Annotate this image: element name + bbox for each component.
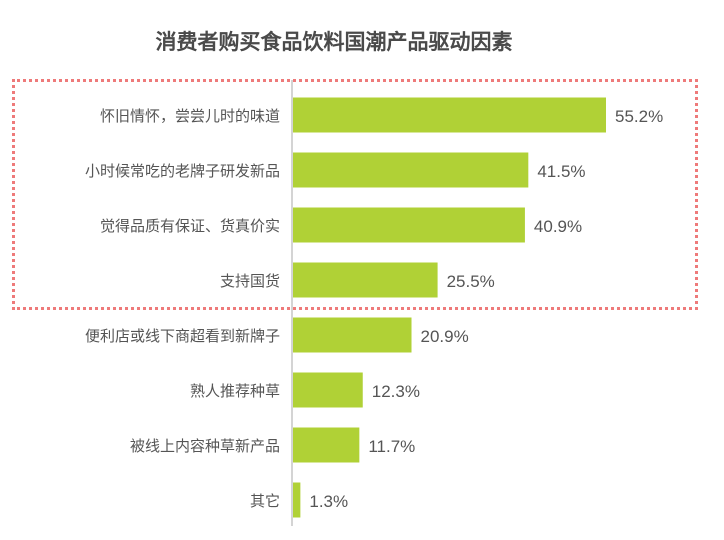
bar	[293, 97, 606, 133]
chart-title-text: 消费者购买食品饮料国潮产品驱动因素	[155, 30, 513, 54]
value-label: 40.9%	[534, 217, 582, 236]
value-label: 11.7%	[368, 437, 415, 456]
value-label: 20.9%	[421, 327, 469, 346]
value-label: 1.3%	[309, 492, 348, 511]
bar	[293, 427, 360, 463]
bar	[293, 207, 525, 243]
bar	[293, 372, 363, 408]
chart-title: 消费者购买食品饮料国潮产品驱动因素	[0, 26, 724, 56]
highlight-box	[12, 79, 698, 310]
bar	[293, 152, 529, 188]
category-label: 便利店或线下商超看到新牌子	[85, 327, 280, 345]
value-label: 41.5%	[537, 162, 585, 181]
category-label: 小时候常吃的老牌子研发新品	[85, 162, 280, 180]
category-label: 其它	[250, 492, 280, 510]
category-label: 支持国货	[220, 272, 280, 290]
bar	[293, 482, 301, 518]
category-label: 怀旧情怀，尝尝儿时的味道	[100, 107, 280, 125]
value-label: 25.5%	[447, 272, 495, 291]
category-label: 觉得品质有保证、货真价实	[100, 217, 280, 235]
category-label: 熟人推荐种草	[190, 382, 280, 400]
bar	[293, 262, 438, 298]
value-label: 55.2%	[615, 107, 663, 126]
bar	[293, 317, 412, 353]
value-label: 12.3%	[372, 382, 420, 401]
category-label: 被线上内容种草新产品	[130, 437, 280, 455]
